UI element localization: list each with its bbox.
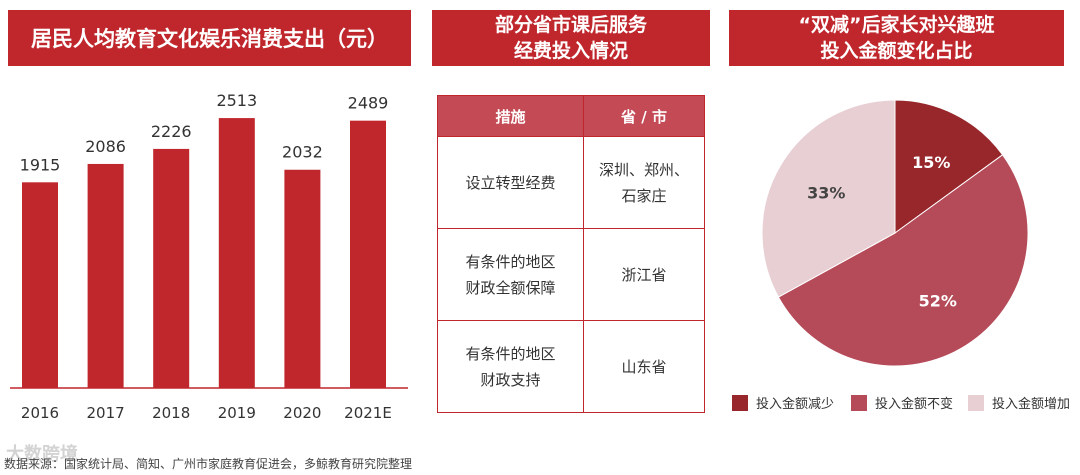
bar bbox=[87, 163, 124, 388]
legend-swatch bbox=[851, 394, 867, 411]
bar-value-label: 2226 bbox=[151, 122, 192, 141]
header-measure: 措施 bbox=[437, 95, 584, 137]
pie-slice bbox=[894, 99, 1004, 234]
cell-text: 浙江省 bbox=[621, 265, 667, 284]
legend-item-decrease: 投入金额减少 bbox=[732, 393, 834, 412]
cell-measure: 有条件的地区 财政全额保障 bbox=[437, 228, 584, 321]
legend-swatch bbox=[732, 394, 748, 411]
bar-value-label: 2513 bbox=[216, 91, 257, 110]
table-row: 设立转型经费 深圳、郑州、 石家庄 bbox=[437, 136, 705, 229]
header-region: 省 / 市 bbox=[583, 95, 705, 137]
table-title: 部分省市课后服务 经费投入情况 bbox=[432, 10, 710, 66]
table-row: 有条件的地区 财政全额保障 浙江省 bbox=[437, 228, 705, 321]
bar-chart: 1915 2016 2086 2017 2226 2018 2513 2019 2032 2020… bbox=[10, 91, 408, 422]
bar-chart-title-text: 居民人均教育文化娱乐消费支出（元） bbox=[31, 27, 388, 51]
pie-title-line2: 投入金额变化占比 bbox=[820, 40, 973, 62]
cell-text: 深圳、郑州、 bbox=[598, 160, 689, 179]
table-header-row: 措施 省 / 市 bbox=[437, 95, 705, 137]
cell-text: 财政支持 bbox=[480, 370, 541, 389]
legend-item-increase: 投入金额增加 bbox=[968, 393, 1070, 412]
cell-text: 财政全额保障 bbox=[465, 278, 556, 297]
pie-slice bbox=[777, 154, 1029, 367]
cell-text: 有条件的地区 bbox=[465, 344, 556, 363]
x-tick-label: 2017 bbox=[87, 404, 125, 422]
legend-swatch bbox=[968, 394, 984, 411]
legend-label: 投入金额不变 bbox=[875, 397, 954, 412]
bar bbox=[284, 169, 321, 388]
cell-measure: 设立转型经费 bbox=[437, 136, 584, 229]
bar bbox=[218, 118, 255, 389]
bar-value-label: 2032 bbox=[282, 143, 323, 162]
legend-label: 投入金额增加 bbox=[992, 397, 1071, 412]
pie-value-label: 15% bbox=[912, 153, 950, 172]
pie-value-label: 33% bbox=[807, 183, 845, 202]
bar bbox=[153, 148, 190, 388]
table-row: 有条件的地区 财政支持 山东省 bbox=[437, 320, 705, 413]
bar-value-label: 2086 bbox=[85, 137, 126, 156]
cell-text: 有条件的地区 bbox=[465, 252, 556, 271]
pie-chart-title: “双减”后家长对兴趣班 投入金额变化占比 bbox=[729, 10, 1064, 66]
pie-chart: 15% 52% 33% bbox=[761, 99, 1029, 367]
bar-value-label: 1915 bbox=[20, 155, 61, 174]
x-tick-label: 2016 bbox=[21, 404, 59, 422]
watermark: 大数跨境 bbox=[6, 444, 78, 465]
funding-table: 措施 省 / 市 设立转型经费 深圳、郑州、 石家庄 有条件的地区 财政全额保障… bbox=[437, 95, 705, 413]
x-tick-label: 2019 bbox=[218, 404, 256, 422]
legend-label: 投入金额减少 bbox=[756, 397, 835, 412]
bar-value-label: 2489 bbox=[348, 94, 389, 113]
cell-text: 石家庄 bbox=[621, 186, 667, 205]
pie-value-label: 52% bbox=[919, 291, 957, 310]
cell-text: 山东省 bbox=[621, 357, 667, 376]
x-tick-label: 2018 bbox=[152, 404, 190, 422]
cell-text: 设立转型经费 bbox=[465, 173, 556, 192]
x-tick-label: 2021E bbox=[344, 404, 392, 422]
cell-region: 深圳、郑州、 石家庄 bbox=[583, 136, 705, 229]
legend-item-same: 投入金额不变 bbox=[851, 393, 953, 412]
cell-region: 浙江省 bbox=[583, 228, 705, 321]
bar bbox=[22, 182, 58, 388]
table-title-line1: 部分省市课后服务 bbox=[494, 14, 647, 36]
pie-slice bbox=[761, 99, 896, 298]
pie-title-line1: “双减”后家长对兴趣班 bbox=[798, 14, 995, 36]
bar bbox=[350, 120, 386, 388]
cell-region: 山东省 bbox=[583, 320, 705, 413]
bar-chart-title: 居民人均教育文化娱乐消费支出（元） bbox=[8, 10, 411, 66]
source-note: 数据来源：国家统计局、简知、广州市家庭教育促进会，多鲸教育研究院整理 bbox=[4, 457, 413, 471]
x-tick-label: 2020 bbox=[283, 404, 321, 422]
cell-measure: 有条件的地区 财政支持 bbox=[437, 320, 584, 413]
table-title-line2: 经费投入情况 bbox=[513, 40, 628, 62]
